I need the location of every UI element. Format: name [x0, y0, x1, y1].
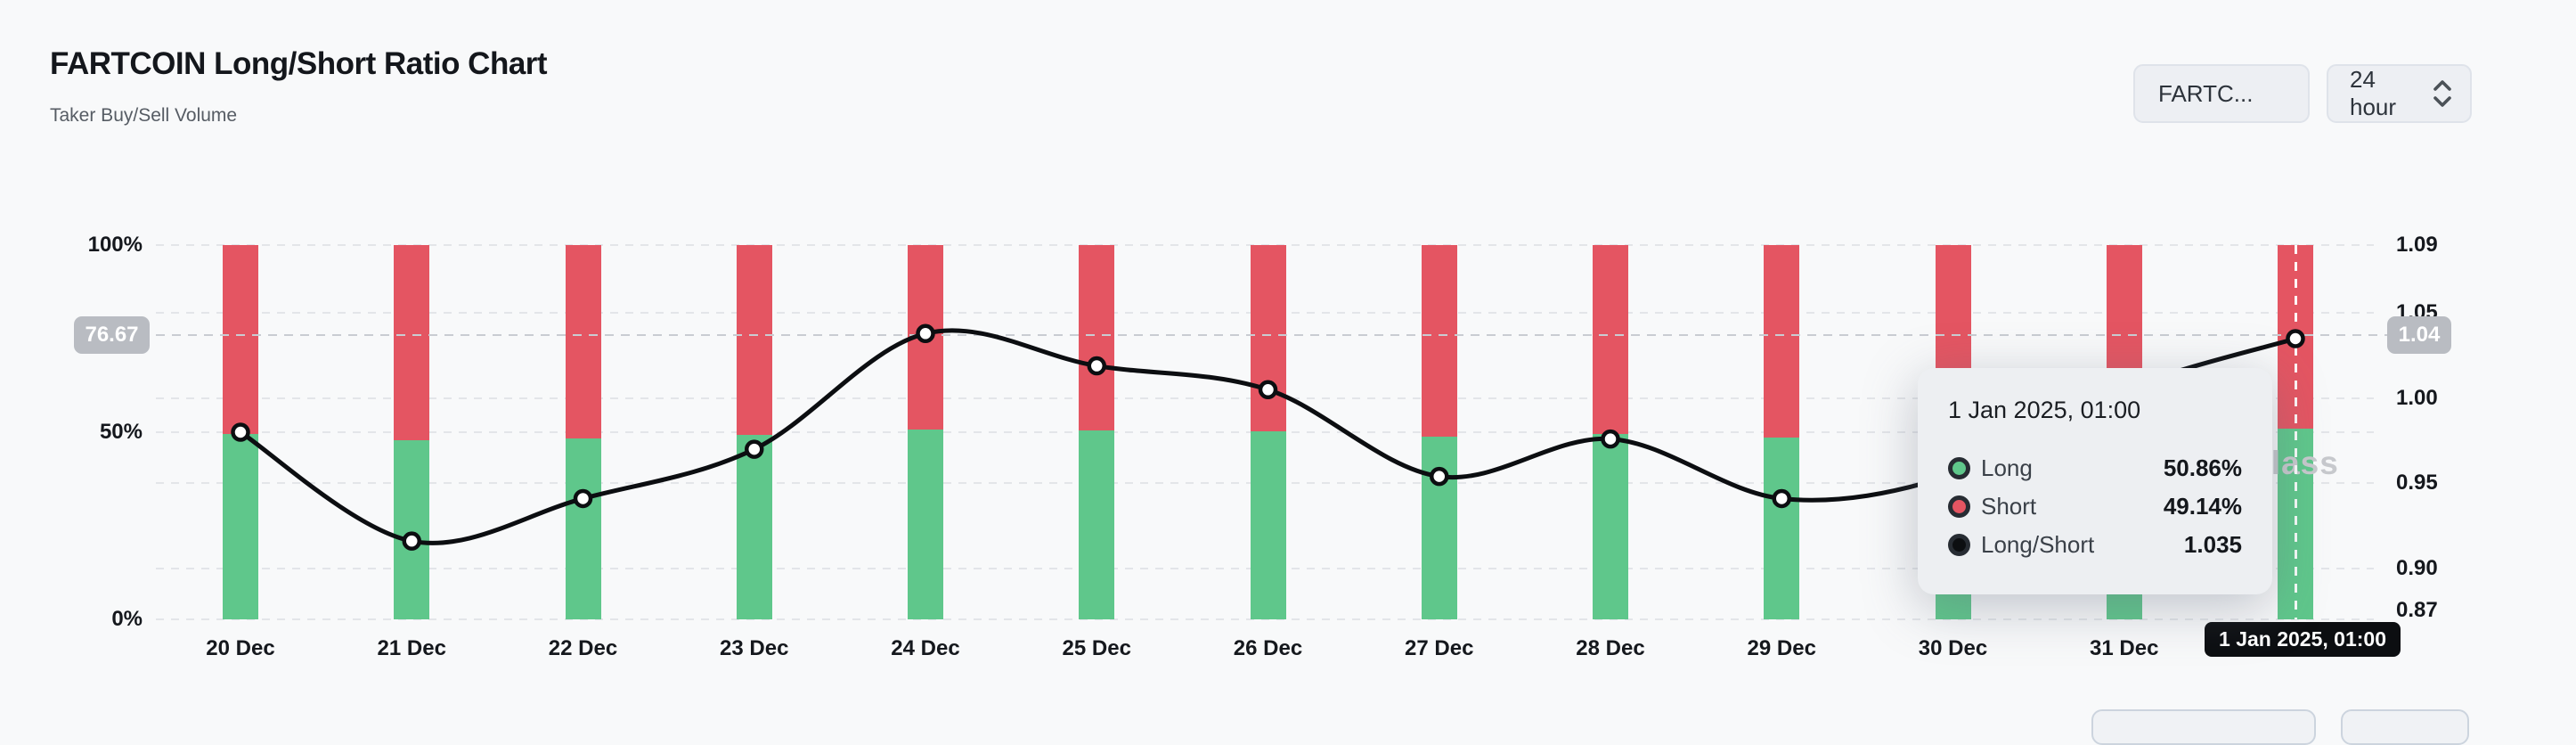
crosshair-vertical — [2295, 245, 2297, 619]
tooltip-series-value: 49.14% — [2163, 493, 2242, 520]
bar-short-segment[interactable] — [1250, 245, 1286, 432]
y-axis-left-tick: 0% — [111, 607, 143, 631]
interval-select-label: 24 hour — [2350, 66, 2397, 120]
x-axis-tick: 29 Dec — [1747, 636, 1816, 660]
x-axis-tick: 27 Dec — [1405, 636, 1474, 660]
y-axis-left-tick: 100% — [87, 233, 143, 257]
tooltip-series-label: Long/Short — [1981, 531, 2095, 558]
x-axis-tick: 31 Dec — [2090, 636, 2159, 660]
bar-short-segment[interactable] — [565, 245, 601, 439]
bar-long-segment[interactable] — [1421, 437, 1457, 619]
bar-long-segment[interactable] — [223, 434, 258, 619]
y-axis-left-tick: 50% — [99, 420, 143, 444]
series-marker-icon — [1948, 495, 1970, 518]
tooltip-title: 1 Jan 2025, 01:00 — [1948, 397, 2141, 423]
x-axis-tick: 28 Dec — [1576, 636, 1645, 660]
bar-long-segment[interactable] — [1250, 431, 1286, 619]
x-axis-tick: 23 Dec — [720, 636, 789, 660]
gridline — [156, 618, 2374, 620]
symbol-select-label: FARTC... — [2158, 79, 2254, 107]
x-axis-tick: 26 Dec — [1233, 636, 1303, 660]
tooltip-row: Short 49.14% — [1948, 487, 2242, 526]
y-axis-right-tick: 1.09 — [2396, 233, 2438, 257]
cutoff-button-right[interactable] — [2341, 709, 2469, 745]
bar-long-segment[interactable] — [908, 430, 943, 619]
crosshair-horizontal — [156, 334, 2387, 337]
x-axis-tick: 25 Dec — [1062, 636, 1131, 660]
tooltip-row: Long/Short 1.035 — [1948, 526, 2242, 564]
y-axis-right-tick: 1.00 — [2396, 385, 2438, 410]
cutoff-button-left[interactable] — [2091, 709, 2316, 745]
longshort-ratio-chart-page: FARTCOIN Long/Short Ratio Chart Taker Bu… — [50, 46, 2472, 745]
x-axis-tick: 30 Dec — [1918, 636, 1988, 660]
y-axis-right-tick: 0.95 — [2396, 471, 2438, 495]
tooltip-row: Long 50.86% — [1948, 449, 2242, 487]
page-title: FARTCOIN Long/Short Ratio Chart — [50, 46, 548, 81]
chart-tooltip: 1 Jan 2025, 01:00 Long 50.86% Short 49.14% L… — [1918, 368, 2272, 594]
x-axis-tick: 21 Dec — [377, 636, 446, 660]
tooltip-series-value: 1.035 — [2183, 531, 2242, 558]
x-axis-hover-badge: 1 Jan 2025, 01:00 — [2205, 622, 2401, 657]
page-subtitle: Taker Buy/Sell Volume — [50, 105, 238, 126]
x-axis-tick: 20 Dec — [206, 636, 275, 660]
bar-long-segment[interactable] — [736, 434, 772, 619]
symbol-select[interactable]: FARTC... — [2133, 64, 2310, 123]
bar-short-segment[interactable] — [394, 245, 430, 440]
bar-long-segment[interactable] — [1764, 437, 1800, 619]
series-marker-icon — [1948, 534, 1970, 556]
interval-select[interactable]: 24 hour — [2327, 64, 2472, 123]
series-marker-icon — [1948, 457, 1970, 479]
bar-short-segment[interactable] — [1421, 245, 1457, 438]
bar-short-segment[interactable] — [1079, 245, 1115, 430]
updown-chevrons-icon — [2431, 78, 2454, 109]
tooltip-series-value: 50.86% — [2163, 454, 2242, 481]
crosshair-left-badge: 76.67 — [74, 316, 150, 355]
bar-long-segment[interactable] — [1593, 434, 1628, 619]
crosshair-right-badge: 1.04 — [2387, 316, 2451, 355]
bar-short-segment[interactable] — [1593, 245, 1628, 435]
y-axis-right-tick: 0.87 — [2396, 598, 2438, 622]
bar-short-segment[interactable] — [1764, 245, 1800, 438]
tooltip-series-label: Short — [1981, 493, 2037, 520]
bar-short-segment[interactable] — [736, 245, 772, 435]
x-axis-tick: 24 Dec — [891, 636, 960, 660]
y-axis-right-tick: 0.90 — [2396, 555, 2438, 580]
tooltip-series-label: Long — [1981, 454, 2033, 481]
bar-long-segment[interactable] — [565, 438, 601, 619]
bar-long-segment[interactable] — [394, 439, 430, 619]
bar-short-segment[interactable] — [908, 245, 943, 430]
bar-long-segment[interactable] — [1079, 430, 1115, 619]
bar-short-segment[interactable] — [223, 245, 258, 435]
x-axis-tick: 22 Dec — [548, 636, 618, 660]
